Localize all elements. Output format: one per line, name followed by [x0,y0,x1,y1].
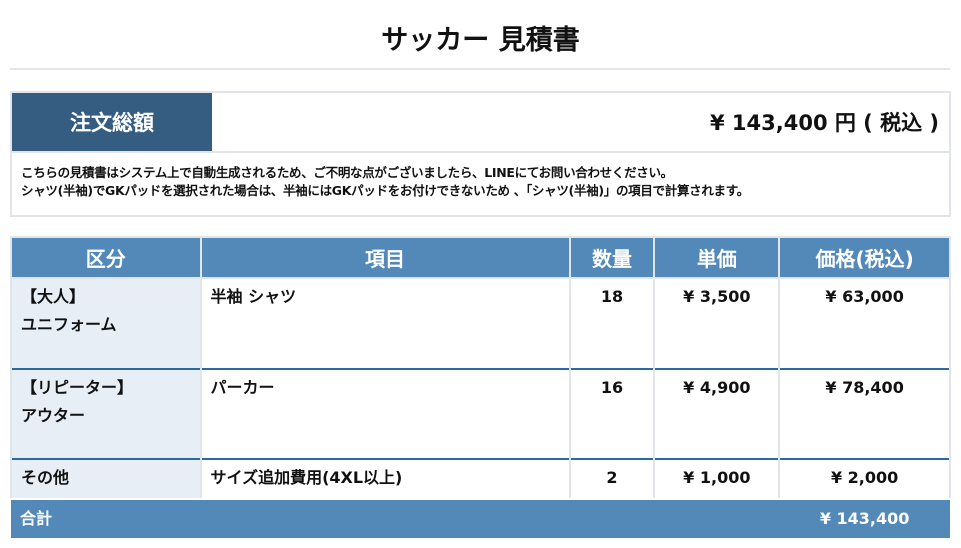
unit-price-cell: ¥ 4,900 [653,368,781,459]
table-header: 区分 項目 数量 単価 価格(税込) [10,236,951,279]
category-cell: 【大人】ユニフォーム [10,278,202,369]
item-cell: 半袖 シャツ [199,278,571,369]
unit-price-cell: ¥ 3,500 [653,278,781,369]
notice-box: こちらの見積書はシステム上で自動生成されるため、ご不明な点がございましたら、LI… [10,151,951,217]
header-item: 項目 [199,236,571,279]
quantity-cell: 16 [568,368,656,459]
table-row: その他 サイズ追加費用(4XL以上) 2 ¥ 1,000 ¥ 2,000 [10,458,951,498]
order-total-label: 注文総額 [12,93,212,151]
quantity-cell: 18 [568,278,656,369]
notice-line: シャツ(半袖)でGKパッドを選択された場合は、半袖にはGKパッドをお付けできない… [21,183,749,198]
header-price: 価格(税込) [778,236,951,279]
item-cell: パーカー [199,368,571,459]
price-cell: ¥ 2,000 [778,458,951,498]
category-cell: 【リピーター】 アウター [10,368,202,459]
notice-line: こちらの見積書はシステム上で自動生成されるため、ご不明な点がございましたら、LI… [21,165,673,180]
header-quantity: 数量 [568,236,656,279]
table-row: 【リピーター】 アウター パーカー 16 ¥ 4,900 ¥ 78,400 [10,368,951,459]
divider [10,68,950,70]
price-cell: ¥ 78,400 [778,368,951,459]
category-label: 【大人】 [21,287,86,306]
total-row: 合計 ¥ 143,400 [11,500,950,538]
order-total-amount: ¥ 143,400 円 ( 税込 ) [709,111,939,135]
order-total-box: 注文総額 ¥ 143,400 円 ( 税込 ) [10,91,951,153]
header-category: 区分 [10,236,202,279]
category-label: 【リピーター】 [21,378,134,397]
category-sublabel: アウター [21,406,86,425]
total-amount: ¥ 143,400 [779,500,950,538]
page-title: サッカー 見積書 [381,25,580,56]
unit-price-cell: ¥ 1,000 [653,458,781,498]
quote-table: 区分 項目 数量 単価 価格(税込) 【大人】ユニフォーム 半袖 シャツ 18 … [10,236,951,538]
item-cell: サイズ追加費用(4XL以上) [199,458,571,498]
category-cell: その他 [10,458,202,498]
table-row: 【大人】ユニフォーム 半袖 シャツ 18 ¥ 3,500 ¥ 63,000 [10,278,951,369]
total-label: 合計 [11,500,780,538]
category-sublabel: ユニフォーム [21,315,117,334]
header-unit-price: 単価 [653,236,781,279]
price-cell: ¥ 63,000 [778,278,951,369]
quantity-cell: 2 [568,458,656,498]
